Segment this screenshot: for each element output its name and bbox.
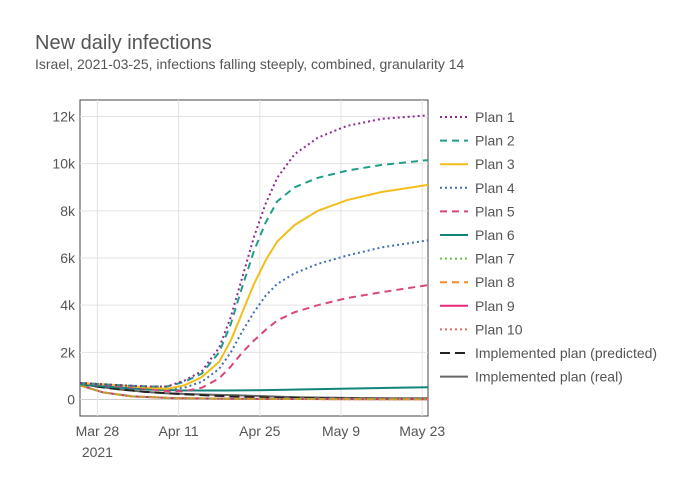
legend-label-2: Plan 2 — [475, 133, 515, 149]
legend: Plan 1 Plan 2 Plan 3 Plan 4 Plan 5 Plan 6 Plan… — [440, 109, 657, 385]
legend-label-8: Plan 8 — [475, 274, 515, 290]
series-line-4 — [80, 239, 428, 390]
legend-label-4: Plan 4 — [475, 180, 515, 196]
chart-title: New daily infections — [35, 32, 212, 54]
y-tick-label: 12k — [52, 109, 76, 125]
x-tick-label: Apr 11 — [158, 423, 198, 439]
y-tick-label: 8k — [60, 203, 76, 219]
y-tick-label: 0 — [67, 391, 75, 407]
series-line-8 — [80, 384, 428, 401]
x-tick-label: May 9 — [322, 423, 360, 439]
x-tick-year-label: 2021 — [82, 444, 113, 460]
x-tick-label: May 23 — [399, 423, 445, 439]
x-tick-label: Mar 28 — [76, 423, 120, 439]
legend-label-1: Plan 1 — [475, 109, 515, 125]
legend-label-7: Plan 7 — [475, 251, 515, 267]
series-line-1 — [80, 114, 428, 388]
legend-label-6: Plan 6 — [475, 227, 515, 243]
legend-label-12: Implemented plan (real) — [475, 369, 623, 385]
axis-labels: 0 2k 4k 6k 8k 10k 12k Mar 28 2021 Apr 11 Apr 25 May… — [52, 109, 445, 460]
legend-label-5: Plan 5 — [475, 203, 515, 219]
legend-label-3: Plan 3 — [475, 156, 515, 172]
y-tick-label: 10k — [52, 156, 76, 172]
x-tick-label: Apr 25 — [239, 423, 280, 439]
chart-subtitle: Israel, 2021-03-25, infections falling s… — [35, 56, 465, 72]
series-line-7 — [80, 384, 428, 401]
series-line-6 — [80, 383, 428, 392]
series-line-5 — [80, 284, 428, 393]
series-line-3 — [80, 183, 428, 390]
legend-label-9: Plan 9 — [475, 298, 515, 314]
y-tick-label: 6k — [60, 250, 76, 266]
plot-area — [80, 114, 428, 401]
grid-lines — [79, 99, 429, 417]
y-tick-label: 4k — [60, 297, 76, 313]
legend-label-10: Plan 10 — [475, 321, 523, 337]
series-line-2 — [80, 159, 428, 388]
y-tick-label: 2k — [60, 344, 76, 360]
legend-label-11: Implemented plan (predicted) — [475, 345, 657, 361]
